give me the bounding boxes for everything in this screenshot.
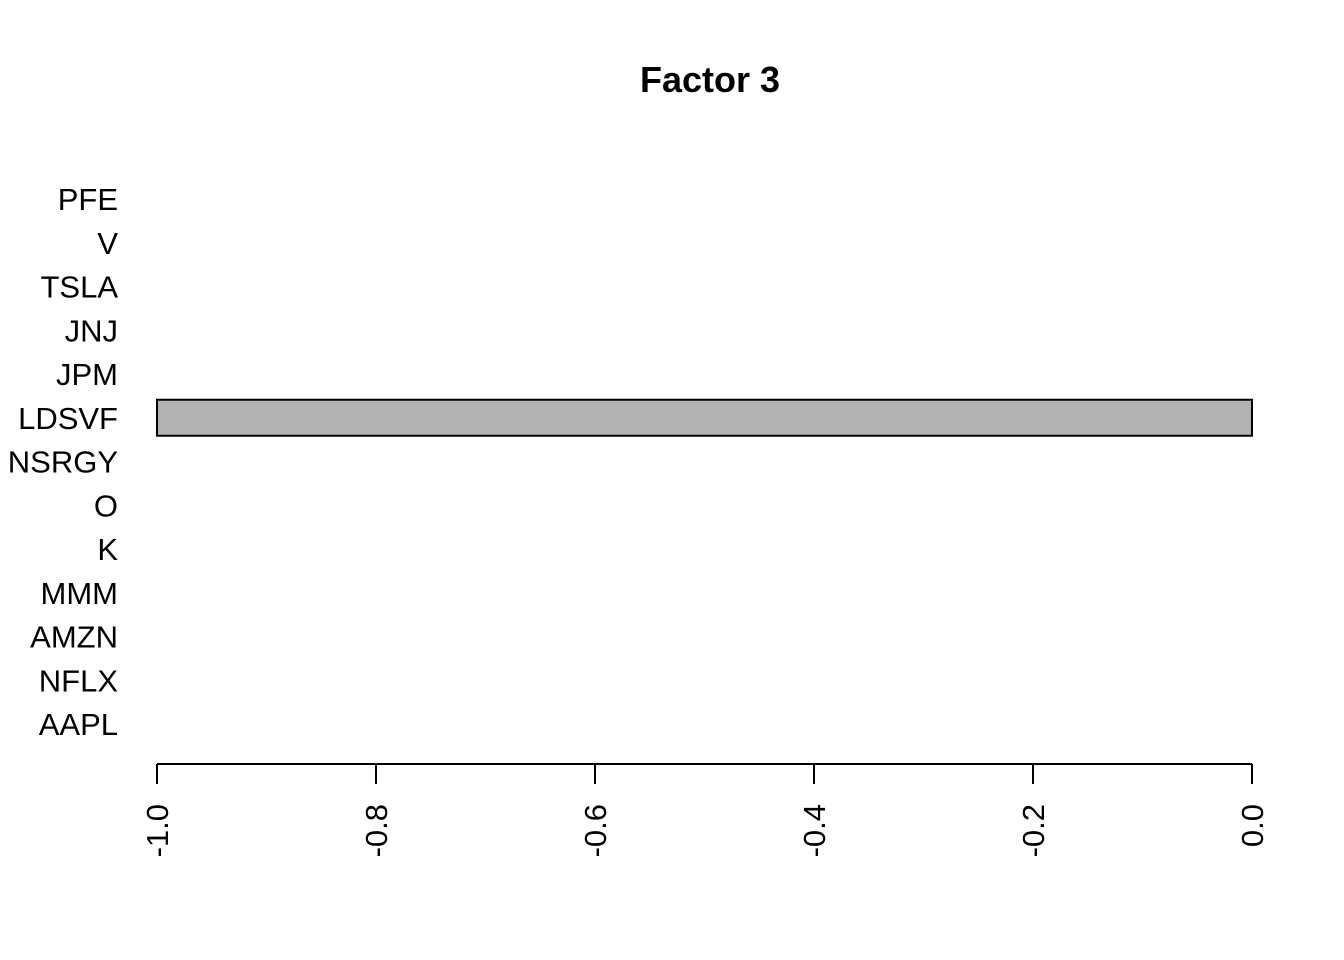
x-tick-label: -0.6 [578, 804, 613, 857]
x-tick-label: -0.4 [797, 804, 832, 857]
category-label-ldsvf: LDSVF [18, 401, 118, 436]
bar-ldsvf [156, 398, 1253, 437]
category-label-pfe: PFE [58, 182, 118, 217]
x-axis: -1.0 -0.8 -0.6 -0.4 -0.2 0.0 [140, 763, 1270, 857]
category-label-k: K [97, 532, 118, 567]
category-label-v: V [97, 226, 118, 261]
category-label-amzn: AMZN [30, 620, 118, 655]
x-tick-label: -0.2 [1016, 804, 1051, 857]
category-label-nflx: NFLX [39, 663, 119, 698]
category-label-nsrgy: NSRGY [8, 445, 118, 480]
x-tick-label: 0.0 [1235, 804, 1270, 847]
category-label-jnj: JNJ [65, 313, 118, 348]
category-label-aapl: AAPL [39, 707, 118, 742]
category-label-jpm: JPM [56, 357, 118, 392]
chart-title: Factor 3 [640, 59, 780, 100]
bars-group [156, 398, 1253, 437]
category-label-o: O [94, 488, 118, 523]
category-label-mmm: MMM [41, 576, 118, 611]
x-tick-label: -0.8 [359, 804, 394, 857]
category-labels: AAPL NFLX AMZN MMM KO NSRGY LDSVF JPM JNJ TSLA V PF… [8, 182, 119, 742]
category-label-tsla: TSLA [40, 270, 118, 305]
x-tick-label: -1.0 [140, 804, 175, 857]
